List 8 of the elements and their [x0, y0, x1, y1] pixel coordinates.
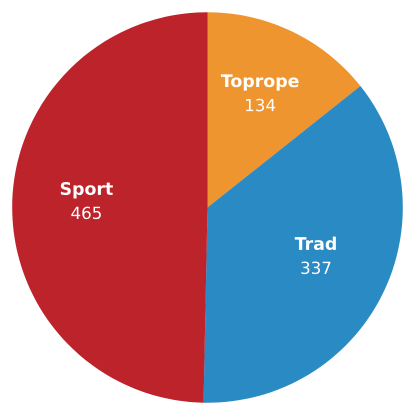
slice-label: Sport	[60, 182, 113, 198]
data-label: 337	[301, 262, 330, 274]
slice-label: Toprope	[220, 74, 299, 91]
data-label: 134	[246, 98, 276, 112]
data-label: 465	[71, 206, 101, 220]
slice-label: Trad	[294, 236, 336, 250]
pie-slice	[12, 12, 208, 403]
pie-slice	[208, 12, 360, 208]
